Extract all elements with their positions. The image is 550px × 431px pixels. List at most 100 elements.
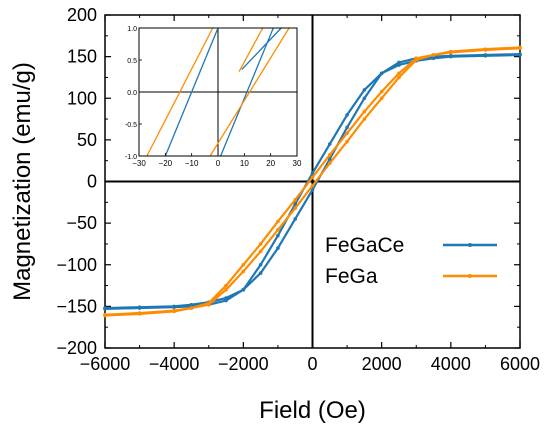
data-point-fega — [483, 48, 488, 52]
inset-line-fegace — [164, 27, 219, 157]
data-point-fegace — [379, 71, 384, 76]
data-point-fega — [172, 309, 176, 314]
legend-marker-fega — [468, 274, 472, 278]
data-point-fega — [345, 139, 349, 144]
data-point-fega — [276, 227, 280, 232]
data-point-fegace — [397, 60, 401, 65]
inset-x-tick-label: 30 — [293, 159, 302, 168]
x-tick-label: 0 — [307, 354, 317, 374]
x-tick-label: 4000 — [431, 354, 471, 374]
legend-label-fega: FeGa — [325, 265, 378, 288]
data-point-fegace — [293, 217, 298, 221]
y-tick-label: 50 — [77, 130, 97, 150]
x-tick-label: −4000 — [149, 354, 200, 374]
y-tick-label: 100 — [67, 88, 97, 108]
inset-y-tick-label: 1.0 — [127, 26, 137, 33]
data-point-fega — [397, 75, 401, 80]
inset-line-fegace — [241, 27, 282, 71]
legend-label-fegace: FeGaCe — [325, 234, 404, 257]
data-point-fega — [137, 312, 142, 316]
y-tick-label: 0 — [87, 172, 97, 192]
data-point-fega — [310, 183, 315, 188]
inset-x-tick-label: 20 — [266, 159, 275, 168]
data-point-fega — [241, 269, 246, 274]
y-axis-title: Magnetization (emu/g) — [9, 62, 36, 301]
data-point-fega — [189, 306, 194, 310]
data-point-fegace — [310, 188, 315, 192]
x-tick-label: −6000 — [80, 354, 131, 374]
data-point-fegace — [327, 157, 332, 161]
data-point-fega — [206, 301, 211, 305]
data-point-fega — [397, 71, 401, 76]
data-point-fegace — [103, 307, 107, 311]
data-point-fega — [103, 313, 107, 318]
data-point-fegace — [362, 96, 367, 101]
inset-y-ticks: 1.0 0.5 0.0 -0.5 -1.0 — [125, 26, 142, 161]
inset-y-tick-label: -0.5 — [125, 122, 137, 129]
data-point-fega — [379, 89, 384, 94]
data-point-fegace — [518, 53, 522, 57]
data-point-fegace — [327, 142, 332, 146]
inset-y-tick-label: 0.5 — [127, 58, 137, 65]
data-point-fegace — [345, 113, 349, 117]
data-point-fegace — [431, 56, 436, 61]
data-point-fega — [345, 131, 349, 136]
data-point-fegace — [362, 88, 367, 92]
inset-zero-lines — [139, 28, 297, 156]
inset-x-tick-label: −20 — [159, 159, 173, 168]
data-point-fegace — [276, 246, 280, 250]
x-axis-ticks: −6000 −4000 −2000 0 20 0 0 4000 6000 — [80, 15, 540, 374]
data-point-fegace — [483, 53, 488, 58]
data-point-fega — [414, 56, 419, 61]
data-point-fegace — [449, 54, 453, 59]
y-tick-label: 200 — [67, 5, 97, 25]
inset-chart: −30 −20 −10 0 10 20 30 1.0 0.5 0.0 -0.5 -1.0 — [125, 26, 302, 168]
inset-line-fega — [238, 27, 264, 72]
inset-y-tick-label: 0.0 — [127, 90, 137, 97]
inset-x-tick-label: −30 — [132, 159, 146, 168]
data-point-fegace — [293, 202, 298, 206]
data-point-fega — [449, 50, 453, 55]
x-tick-label: −2000 — [218, 354, 269, 374]
data-point-fegace — [345, 125, 349, 130]
inset-x-tick-label: −10 — [185, 159, 199, 168]
inset-line-fegace — [220, 27, 274, 157]
inset-line-fega — [209, 27, 290, 157]
data-point-fega — [327, 153, 332, 157]
y-tick-label: −200 — [56, 338, 97, 358]
data-point-fegace — [137, 306, 142, 310]
inset-x-ticks: −30 −20 −10 0 10 20 30 — [132, 153, 302, 168]
data-point-fegace — [258, 262, 263, 267]
data-point-fegace — [276, 233, 280, 238]
series-group — [103, 45, 522, 318]
data-point-fega — [276, 219, 280, 224]
data-point-fega — [258, 249, 263, 254]
inset-series — [146, 27, 290, 157]
data-point-fega — [327, 161, 332, 165]
inset-line-fega — [146, 27, 214, 157]
data-point-fega — [241, 262, 246, 267]
data-point-fegace — [241, 287, 246, 292]
inset-x-tick-label: 10 — [240, 159, 249, 168]
legend: FeGaCe FeGa — [325, 234, 497, 288]
data-point-fega — [224, 287, 228, 292]
inset-x-tick-label: 0 — [216, 159, 221, 168]
x-tick-label: 6000 — [500, 354, 540, 374]
data-point-fegace — [397, 63, 401, 67]
x-axis-title: Field (Oe) — [259, 397, 366, 424]
data-point-fega — [362, 117, 367, 121]
legend-marker-fegace — [468, 243, 472, 247]
data-point-fega — [362, 109, 367, 114]
y-tick-label: −50 — [66, 213, 97, 233]
data-point-fega — [258, 242, 263, 246]
data-point-fegace — [310, 171, 315, 175]
data-point-fegace — [172, 305, 176, 310]
data-point-fega — [518, 46, 522, 51]
data-point-fegace — [258, 271, 263, 275]
data-point-fega — [293, 198, 298, 202]
data-point-fega — [431, 53, 436, 57]
data-point-fega — [293, 206, 298, 210]
data-point-fega — [224, 283, 228, 288]
inset-y-tick-label: -1.0 — [125, 154, 137, 161]
